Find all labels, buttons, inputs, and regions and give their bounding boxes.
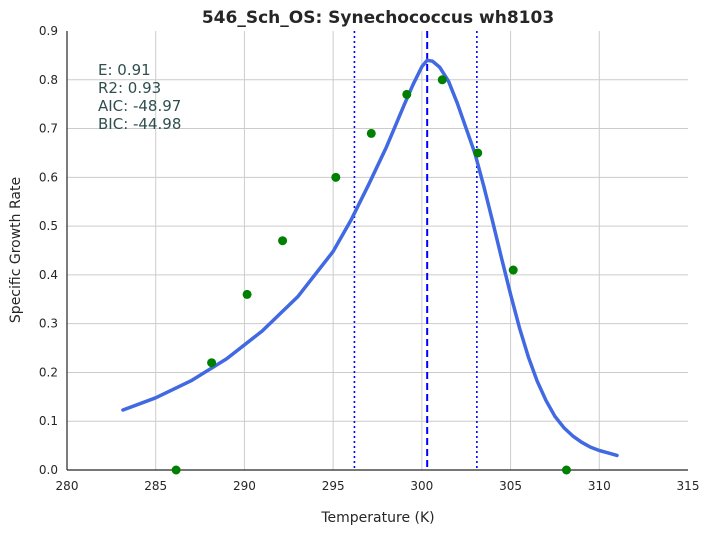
data-point xyxy=(207,358,217,368)
x-tick-label: 315 xyxy=(677,479,700,493)
y-tick-label: 0.5 xyxy=(39,219,58,233)
data-point xyxy=(331,172,341,182)
data-point xyxy=(171,465,181,475)
stat-r2: R2: 0.93 xyxy=(98,79,161,97)
y-tick-label: 0.6 xyxy=(39,170,58,184)
grid xyxy=(67,31,688,470)
y-tick-label: 0.1 xyxy=(39,414,58,428)
data-points xyxy=(171,75,571,475)
fit-curve xyxy=(121,58,619,458)
y-tick-label: 0.8 xyxy=(39,73,58,87)
y-tick-label: 0.3 xyxy=(39,317,58,331)
data-point xyxy=(473,148,483,158)
x-tick-label: 285 xyxy=(144,479,167,493)
x-tick-label: 280 xyxy=(56,479,79,493)
y-tick-label: 0.0 xyxy=(39,463,58,477)
data-point xyxy=(402,89,412,99)
reference-lines xyxy=(353,31,478,470)
y-tick-label: 0.9 xyxy=(39,24,58,38)
x-tick-label: 305 xyxy=(499,479,522,493)
stat-bic: BIC: -44.98 xyxy=(98,115,181,133)
fit-curve-group xyxy=(121,58,619,458)
stat-e: E: 0.91 xyxy=(98,61,151,79)
stat-aic: AIC: -48.97 xyxy=(98,97,181,115)
chart-title: 546_Sch_OS: Synechococcus wh8103 xyxy=(202,8,554,28)
y-tick-label: 0.7 xyxy=(39,122,58,136)
data-point xyxy=(366,128,376,138)
data-point xyxy=(242,289,252,299)
tick-labels: 280 285 290 295 300 305 310 315 0.0 0.1 0.2 0.3 0.4 0… xyxy=(39,24,700,493)
x-tick-label: 300 xyxy=(410,479,433,493)
y-axis-label: Specific Growth Rate xyxy=(8,177,24,323)
data-point xyxy=(561,465,571,475)
data-point xyxy=(437,75,447,85)
data-point xyxy=(278,236,288,246)
fit-statistics: E: 0.91 R2: 0.93 AIC: -48.97 BIC: -44.98 xyxy=(98,61,181,133)
y-tick-label: 0.4 xyxy=(39,268,58,282)
x-tick-label: 295 xyxy=(322,479,345,493)
y-tick-label: 0.2 xyxy=(39,365,58,379)
x-tick-label: 310 xyxy=(588,479,611,493)
axes xyxy=(66,31,688,471)
data-point xyxy=(508,265,518,275)
x-tick-label: 290 xyxy=(233,479,256,493)
x-axis-label: Temperature (K) xyxy=(320,510,434,526)
